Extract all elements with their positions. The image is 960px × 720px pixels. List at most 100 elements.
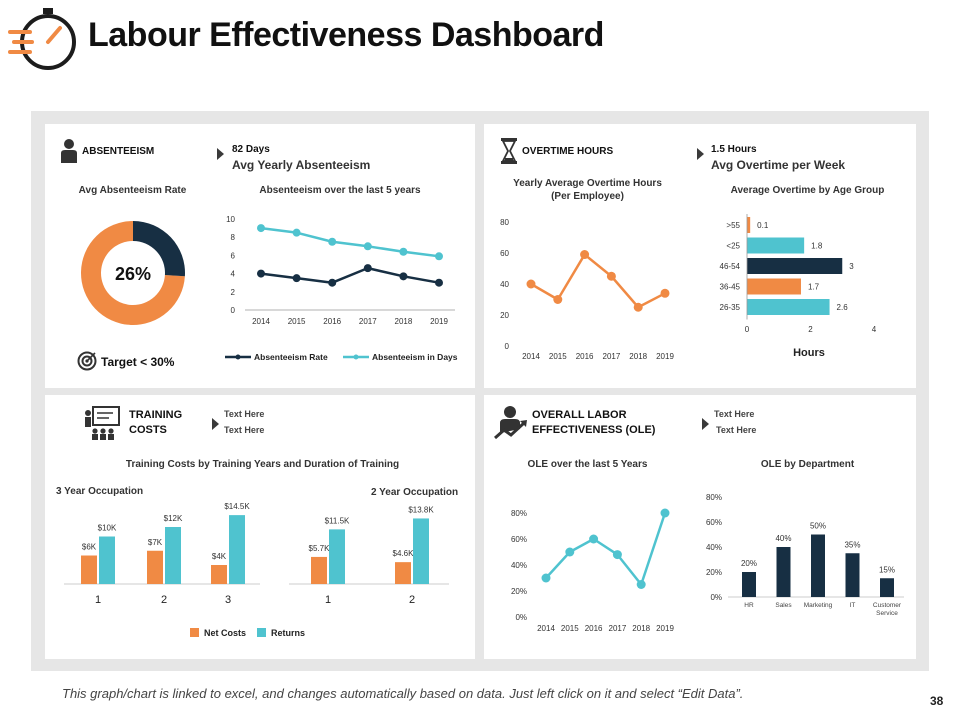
series-line-absenteeism-rate <box>260 266 440 284</box>
overtime-age-bar-chart: >55 0.1 <25 1.8 46-54 3 36-45 1.7 26-35 2.6 0 2 4 Hou… <box>720 214 877 359</box>
data-label: $4.6K <box>393 549 415 558</box>
bar-marketing <box>811 534 825 597</box>
y-tick-label: 0% <box>515 613 527 622</box>
ole-line-chart: 0% 20% 40% 60% 80% 2014 2015 2016 2017 2018 2019 <box>511 508 674 633</box>
x-tick-label: 2019 <box>430 317 448 326</box>
y-tick-label: 40% <box>511 561 527 570</box>
data-label: 15% <box>879 565 895 574</box>
y-tick-label: 80 <box>500 218 509 227</box>
x-tick-label: Service <box>876 610 898 617</box>
y-tick-label: 36-45 <box>720 283 741 292</box>
bar-returns <box>165 527 181 584</box>
donut-center-label: 26% <box>115 264 151 284</box>
ole-panel <box>484 395 916 659</box>
x-tick-label: 2 <box>161 594 167 606</box>
training-chart-title: Training Costs by Training Years and Dur… <box>125 459 400 470</box>
person-icon <box>61 139 77 163</box>
target-label: Target < 30% <box>101 355 175 369</box>
x-tick-label: 2015 <box>561 624 579 633</box>
bar-net-costs <box>81 555 97 584</box>
y-tick-label: 0 <box>231 306 236 315</box>
donut-title: Avg Absenteeism Rate <box>78 185 187 196</box>
data-point-ole <box>612 550 622 560</box>
bar-net-costs <box>311 556 327 584</box>
x-tick-label: 2018 <box>395 317 413 326</box>
training-legend: Net Costs Returns <box>190 628 305 638</box>
data-label: 40% <box>775 534 791 543</box>
hourglass-icon <box>501 138 517 164</box>
worker-growth-icon <box>494 406 527 440</box>
kpi-arrow-icon <box>702 418 709 430</box>
y-tick-label: 46-54 <box>720 262 741 271</box>
training-heading-line1: TRAINING <box>129 409 183 421</box>
data-point-absenteeism-rate <box>328 278 337 287</box>
bar-returns <box>229 515 245 584</box>
ole-text-2: Text Here <box>716 425 757 435</box>
bar-36-45 <box>747 278 801 295</box>
y-tick-label: 6 <box>231 251 236 260</box>
training-3yr-title: 3 Year Occupation <box>56 486 144 497</box>
overtime-kpi-value: 1.5 Hours <box>711 144 757 155</box>
data-label: $11.5K <box>325 516 350 525</box>
x-tick-label: 2017 <box>359 317 377 326</box>
data-label: $4K <box>212 552 227 561</box>
y-tick-label: 0% <box>710 593 722 602</box>
y-tick-label: 40 <box>500 280 509 289</box>
absenteeism-kpi-value: 82 Days <box>232 144 270 155</box>
y-tick-label: 26-35 <box>720 303 741 312</box>
training-panel <box>45 395 475 659</box>
x-tick-label: Marketing <box>804 602 833 609</box>
absent-chart-title: Absenteeism over the last 5 years <box>259 185 421 196</box>
x-tick-label: 2017 <box>603 352 621 361</box>
donut-slice-absenteeism <box>133 221 185 277</box>
x-tick-label: 4 <box>872 325 877 334</box>
y-tick-label: 40% <box>706 543 722 552</box>
bar-returns <box>99 536 115 584</box>
legend-swatch-net-costs <box>190 628 199 637</box>
data-point-overtime-hours <box>606 271 616 281</box>
data-point-absenteeism-in-days <box>435 252 443 261</box>
bar-46-54 <box>747 258 843 274</box>
age-chart-title: Average Overtime by Age Group <box>730 185 885 196</box>
x-tick-label: 3 <box>225 594 231 606</box>
absenteeism-donut-chart: 26% <box>81 221 185 325</box>
absenteeism-line-chart: 0 2 4 6 8 10 2014 2015 2016 2017 2018 2019 Absenteei… <box>225 215 458 362</box>
y-tick-label: 8 <box>231 233 236 242</box>
ole-dept-bar-chart: 0% 20% 40% 60% 80% 20% HR 40% Sales 50% Marketing 3… <box>706 493 904 617</box>
y-tick-label: 80% <box>511 509 527 518</box>
training-2yr-bar-chart: $5.7K $11.5K 1 $4.6K $13.8K 2 <box>289 505 449 606</box>
y-tick-label: 4 <box>231 270 236 279</box>
data-point-ole <box>660 508 670 518</box>
data-point-absenteeism-in-days <box>328 237 337 246</box>
overtime-heading: OVERTIME HOURS <box>522 146 614 157</box>
bar-customer-service <box>880 578 894 597</box>
training-2yr-title: 2 Year Occupation <box>371 487 459 498</box>
x-tick-label: 2 <box>409 594 415 606</box>
x-tick-label: HR <box>744 602 754 609</box>
ole-text-1: Text Here <box>714 409 755 419</box>
overtime-chart-title-line1: Yearly Average Overtime Hours <box>513 178 662 189</box>
x-tick-label: 2019 <box>656 352 674 361</box>
x-tick-label: 0 <box>745 325 750 334</box>
data-label: $12K <box>164 514 183 523</box>
bar-returns <box>413 518 429 584</box>
ole-heading-line2: EFFECTIVENESS (OLE) <box>532 424 656 436</box>
data-label: $13.8K <box>408 505 434 514</box>
data-label: 2.6 <box>837 303 849 312</box>
bar-25 <box>747 237 805 254</box>
legend-marker-absenteeism-days <box>353 354 359 360</box>
bar-net-costs <box>211 565 227 584</box>
absenteeism-panel <box>45 124 475 388</box>
x-tick-label: 2016 <box>323 317 341 326</box>
x-tick-label: 2014 <box>522 352 540 361</box>
data-point-absenteeism-rate <box>363 264 372 273</box>
data-point-overtime-hours <box>633 302 643 312</box>
stopwatch-logo-icon <box>8 8 76 70</box>
x-tick-label: Customer <box>873 602 902 609</box>
data-point-absenteeism-rate <box>257 269 265 278</box>
x-tick-label: 2015 <box>288 317 306 326</box>
y-tick-label: 60% <box>706 518 722 527</box>
data-label: 1.8 <box>811 242 823 251</box>
data-label: $10K <box>98 524 117 533</box>
bar-26-35 <box>747 299 830 315</box>
